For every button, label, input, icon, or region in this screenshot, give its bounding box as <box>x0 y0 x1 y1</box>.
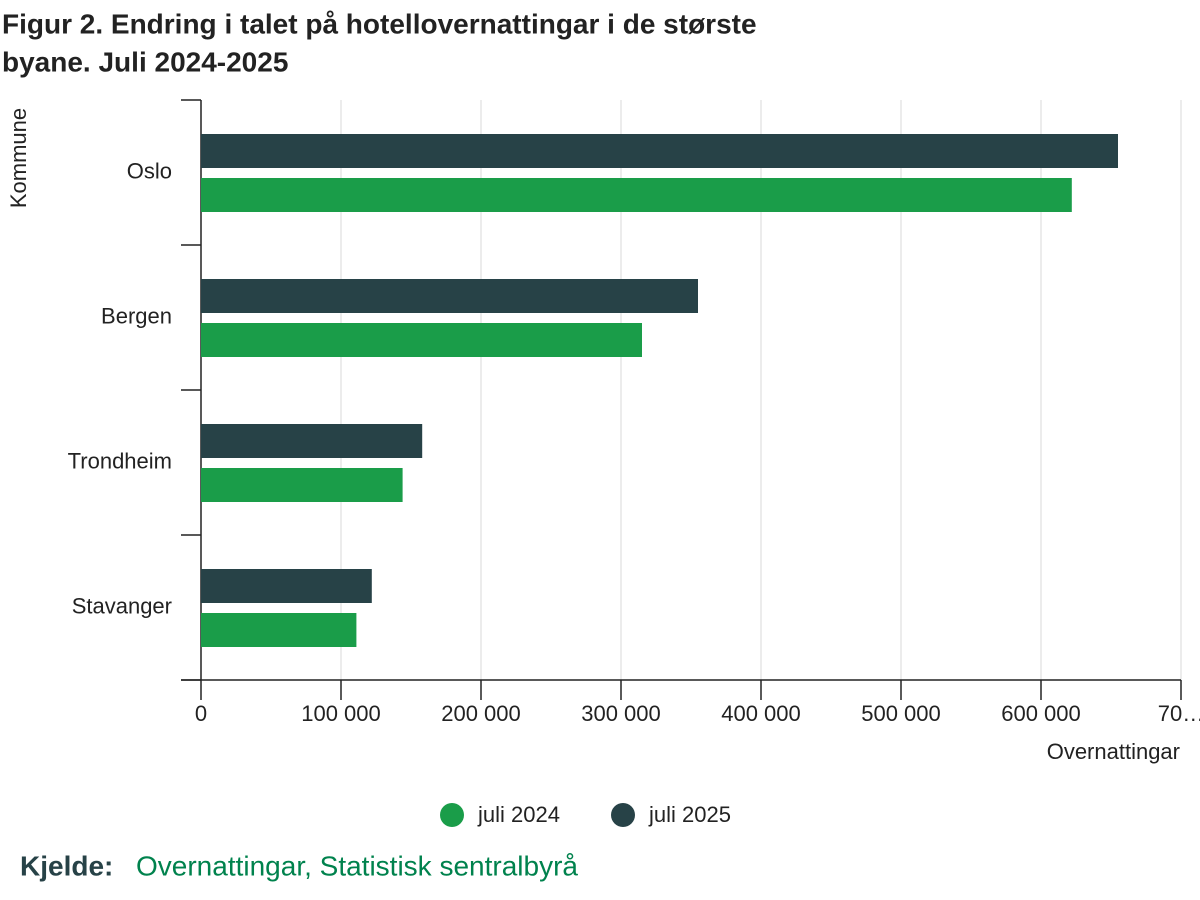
y-tick-label: Bergen <box>101 303 172 328</box>
x-tick-label: 100 000 <box>301 701 381 726</box>
bar <box>201 613 357 647</box>
bar <box>201 134 1118 168</box>
x-tick-label: 0 <box>195 701 207 726</box>
y-tick-label: Trondheim <box>68 448 172 473</box>
x-tick-label: 300 000 <box>581 701 661 726</box>
source-link[interactable]: Overnattingar, Statistisk sentralbyrå <box>136 850 578 881</box>
legend-marker <box>440 803 464 827</box>
bar <box>201 424 423 458</box>
legend-label: juli 2024 <box>477 802 560 827</box>
x-tick-label: 600 000 <box>1001 701 1081 726</box>
y-tick-label: Stavanger <box>72 593 172 618</box>
x-tick-label: 70… <box>1158 701 1200 726</box>
bar <box>201 323 642 357</box>
x-tick-label: 200 000 <box>441 701 521 726</box>
x-tick-label: 500 000 <box>861 701 941 726</box>
x-tick-label: 400 000 <box>721 701 801 726</box>
bar <box>201 178 1072 212</box>
x-axis-label: Overnattingar <box>1047 739 1180 764</box>
legend-label: juli 2025 <box>648 802 731 827</box>
source-label: Kjelde: <box>20 850 113 881</box>
y-axis-label: Kommune <box>6 108 31 208</box>
y-tick-label: Oslo <box>127 158 172 183</box>
chart-title: Figur 2. Endring i talet på hotelloverna… <box>2 8 757 39</box>
legend-marker <box>611 803 635 827</box>
chart-title-line2: byane. Juli 2024-2025 <box>2 46 288 77</box>
bar <box>201 569 372 603</box>
bar <box>201 468 403 502</box>
bar <box>201 279 698 313</box>
